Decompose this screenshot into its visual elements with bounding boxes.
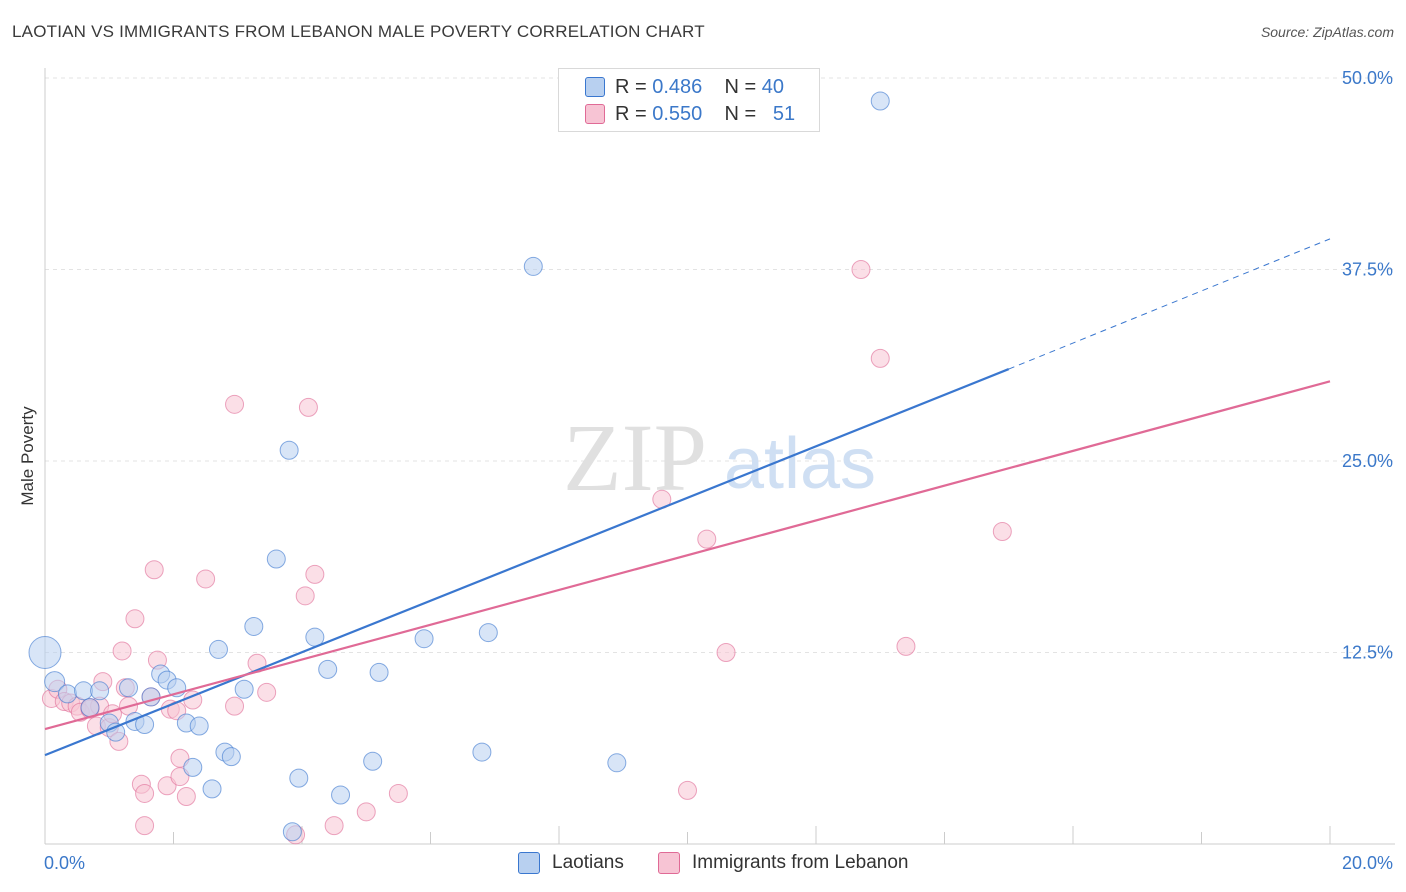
trend-line-laotians-extension [1008, 238, 1331, 370]
data-point-laotian [331, 785, 351, 805]
data-point-laotian [208, 639, 228, 659]
y-tick-label: 37.5% [1342, 260, 1393, 280]
data-point-laotian [318, 659, 338, 679]
y-tick-label: 25.0% [1342, 451, 1393, 471]
data-point-laotian [234, 679, 254, 699]
gridlines [45, 77, 1395, 653]
legend-r-value: 0.486 [652, 75, 703, 98]
series-legend: Laotians Immigrants from Lebanon [0, 852, 1406, 878]
data-point-laotian [414, 629, 434, 649]
data-point-laotian [607, 753, 627, 773]
legend-r-label: R = [615, 75, 647, 98]
data-point-lebanon [112, 641, 132, 661]
legend-n-value: 51 [772, 102, 796, 125]
watermark-zip: ZIP [563, 404, 707, 511]
data-point-lebanon [157, 776, 177, 796]
legend-item-lebanon: Immigrants from Lebanon [658, 852, 909, 874]
watermark-atlas: atlas [724, 424, 876, 504]
legend-r-label: R = [615, 102, 647, 125]
data-point-lebanon [356, 802, 376, 822]
data-point-laotian [44, 671, 66, 693]
data-point-lebanon [170, 748, 190, 768]
data-point-laotian [282, 822, 302, 842]
data-point-lebanon [716, 643, 736, 662]
legend-swatch-blue [518, 852, 540, 874]
data-point-laotian [221, 747, 241, 767]
data-point-laotian [266, 549, 286, 569]
legend-n-value: 40 [761, 75, 785, 98]
data-point-lebanon [305, 564, 325, 584]
data-point-laotian [183, 757, 203, 777]
trend-line-laotians [44, 368, 1010, 757]
data-point-laotian [478, 623, 498, 643]
data-point-laotian [202, 779, 222, 799]
data-point-laotian [90, 681, 110, 701]
correlation-legend: R = 0.486 N = 40 R = 0.550 N = 51 [558, 68, 820, 132]
data-point-lebanon [851, 260, 871, 279]
data-point-lebanon [678, 780, 697, 800]
trend-lines [44, 238, 1331, 757]
trend-line-lebanon [44, 380, 1331, 731]
data-point-laotian [279, 440, 299, 460]
legend-item-laotians: Laotians [518, 852, 624, 874]
source-label: Source: ZipAtlas.com [1260, 24, 1394, 40]
legend-row-laotians: R = 0.486 N = 40 [585, 75, 784, 99]
data-point-lebanon [176, 787, 196, 807]
legend-label-lebanon: Immigrants from Lebanon [692, 852, 909, 873]
data-point-laotian [472, 742, 492, 762]
data-point-lebanon [225, 394, 245, 414]
data-point-laotian [870, 91, 890, 111]
data-point-laotian [523, 256, 543, 276]
data-point-laotian [189, 716, 209, 736]
data-point-lebanon [298, 397, 318, 417]
data-point-lebanon [697, 529, 717, 549]
legend-r-value: 0.550 [652, 102, 703, 125]
x-tick-label: 0.0% [44, 853, 85, 873]
chart-title: LAOTIAN VS IMMIGRANTS FROM LEBANON MALE … [12, 22, 705, 41]
data-point-laotian [369, 662, 389, 682]
data-point-lebanon [896, 636, 916, 656]
legend-n-label: N = [724, 75, 757, 98]
data-point-lebanon [196, 569, 216, 589]
data-point-lebanon [870, 348, 890, 368]
data-point-lebanon [135, 816, 155, 836]
data-point-lebanon [125, 609, 145, 629]
legend-label-laotians: Laotians [552, 852, 624, 873]
y-tick-label: 50.0% [1342, 68, 1393, 88]
data-point-lebanon [144, 560, 164, 580]
legend-swatch-pink [658, 852, 680, 874]
legend-row-lebanon: R = 0.550 N = 51 [585, 102, 795, 126]
data-point-laotian [80, 698, 100, 718]
data-point-laotian [363, 751, 383, 771]
data-point-lebanon [992, 521, 1012, 541]
data-point-laotian [289, 768, 309, 788]
data-point-lebanon [135, 783, 155, 803]
data-point-lebanon [225, 696, 245, 716]
axes [44, 68, 1395, 845]
x-tick-label: 20.0% [1342, 853, 1393, 873]
legend-swatch-pink [585, 104, 605, 124]
tick-labels: 12.5% 25.0% 37.5% 50.0% 0.0% 20.0% [44, 68, 1393, 873]
data-point-laotian [28, 636, 62, 669]
legend-n-label: N = [724, 102, 757, 125]
data-point-lebanon [388, 783, 408, 803]
data-point-lebanon [257, 682, 277, 702]
data-point-laotian [74, 681, 94, 701]
data-point-laotian [244, 616, 264, 636]
data-point-laotian [119, 678, 139, 698]
y-axis-label: Male Poverty [18, 406, 37, 506]
y-tick-label: 12.5% [1342, 643, 1393, 663]
data-point-lebanon [324, 816, 344, 836]
data-point-lebanon [295, 586, 315, 606]
series-immigrants-from-lebanon [41, 260, 1012, 845]
legend-swatch-blue [585, 77, 605, 97]
data-point-laotian [57, 684, 77, 704]
